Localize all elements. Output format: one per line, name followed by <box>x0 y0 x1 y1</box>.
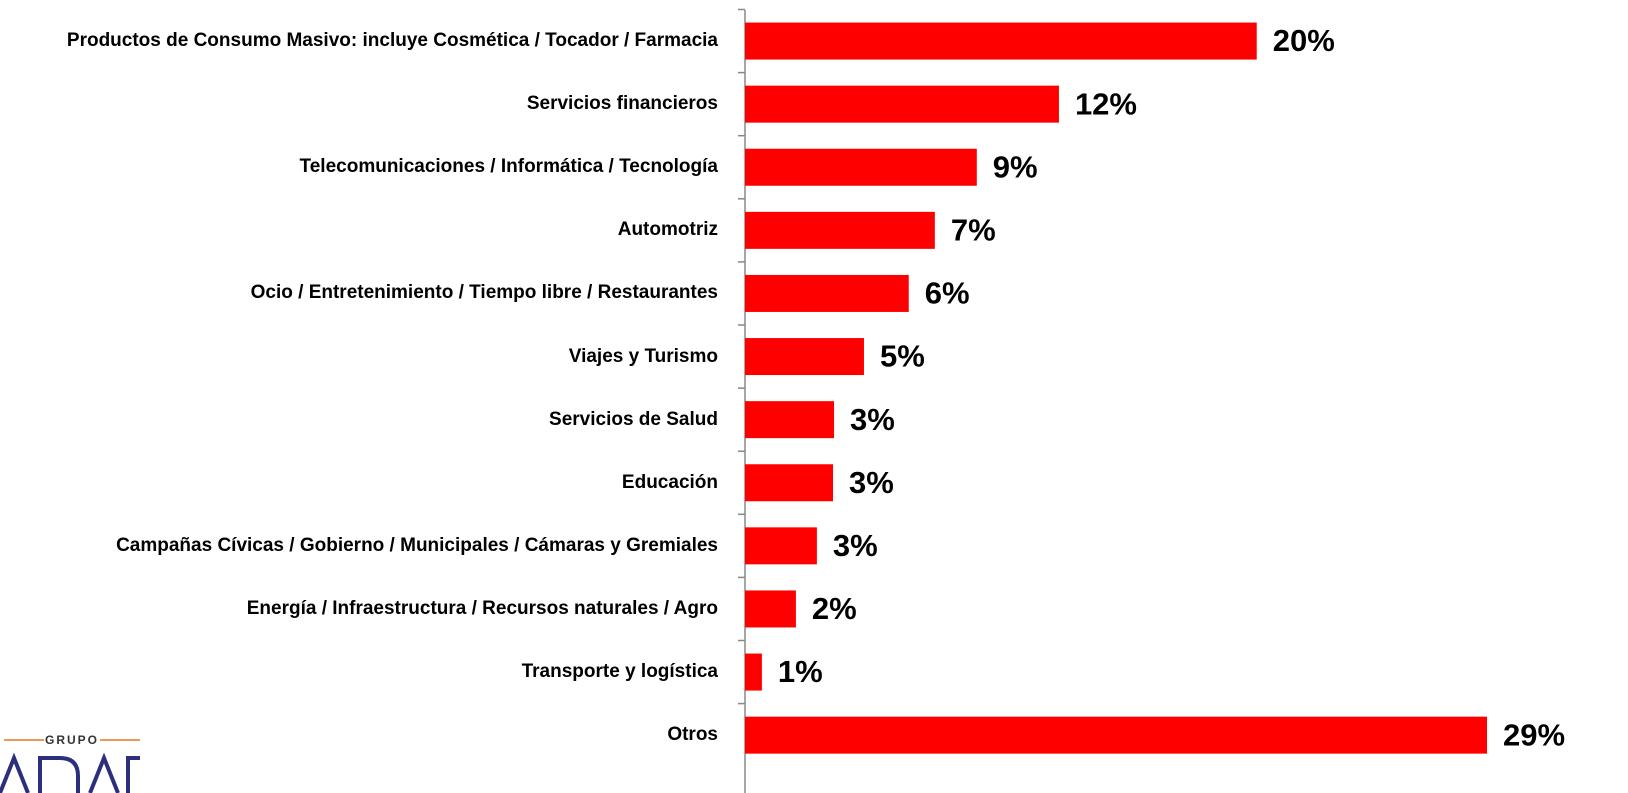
y-tick-label: Servicios financieros <box>526 93 718 115</box>
y-tick-label: Viajes y Turismo <box>568 345 718 367</box>
y-tick-label: Educación <box>621 471 718 493</box>
bar <box>745 527 817 565</box>
data-label: 3% <box>849 465 894 500</box>
y-tick-label: Ocio / Entretenimiento / Tiempo libre / … <box>250 282 718 304</box>
bar <box>745 22 1257 60</box>
logo-mark <box>0 752 140 793</box>
y-tick-label: Campañas Cívicas / Gobierno / Municipale… <box>116 534 718 556</box>
bar <box>745 211 935 249</box>
y-tick-label: Telecomunicaciones / Informática / Tecno… <box>299 156 718 178</box>
bar <box>745 148 977 186</box>
data-label: 9% <box>993 149 1038 184</box>
data-label: 7% <box>951 213 996 248</box>
data-label: 5% <box>880 339 925 374</box>
bar <box>745 85 1059 123</box>
data-label: 3% <box>833 528 878 563</box>
y-tick-label: Automotriz <box>617 219 718 241</box>
bar <box>745 716 1487 754</box>
bar <box>745 274 909 312</box>
data-label: 6% <box>925 276 970 311</box>
data-label: 3% <box>850 402 895 437</box>
bar <box>745 338 864 376</box>
data-label: 20% <box>1273 23 1335 58</box>
data-label: 12% <box>1075 86 1137 121</box>
bar <box>745 464 834 502</box>
bar <box>745 401 835 439</box>
bar <box>745 590 796 628</box>
y-tick-label: Productos de Consumo Masivo: incluye Cos… <box>66 30 718 52</box>
y-tick-label: Servicios de Salud <box>549 408 718 430</box>
data-label: 29% <box>1503 717 1565 752</box>
bar <box>745 653 762 691</box>
logo-text: GRUPO <box>45 733 99 747</box>
y-tick-label: Otros <box>667 724 718 746</box>
data-label: 1% <box>778 654 823 689</box>
y-tick-label: Transporte y logística <box>521 661 718 683</box>
data-label: 2% <box>812 591 857 626</box>
y-tick-label: Energía / Infraestructura / Recursos nat… <box>246 597 718 619</box>
